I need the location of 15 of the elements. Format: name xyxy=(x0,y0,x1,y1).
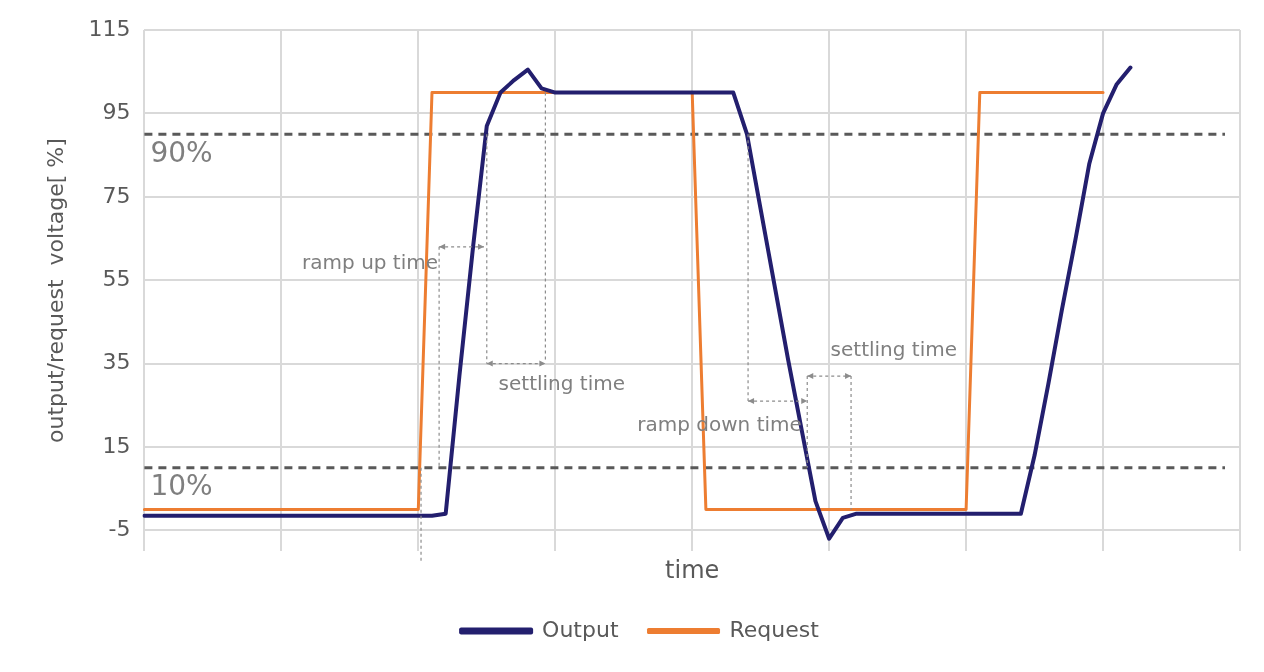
ref-line-label: 90% xyxy=(150,135,213,169)
legend-label: Output xyxy=(542,616,619,642)
y-tick-label: 35 xyxy=(102,349,131,375)
y-axis-title: output/request voltage[ %] xyxy=(42,138,68,444)
y-tick-label: 115 xyxy=(88,15,131,41)
annotation: settling time xyxy=(498,370,626,395)
ref-line-label: 10% xyxy=(150,469,213,503)
y-tick-label: 15 xyxy=(102,432,131,458)
y-tick-label: 55 xyxy=(102,265,131,291)
x-axis-title: time xyxy=(665,555,720,584)
y-tick-label: 95 xyxy=(102,99,131,125)
y-tick-label: 75 xyxy=(102,182,131,208)
legend-label: Request xyxy=(729,616,820,642)
y-tick-label: -5 xyxy=(108,516,131,542)
annotation: settling time xyxy=(830,337,958,362)
